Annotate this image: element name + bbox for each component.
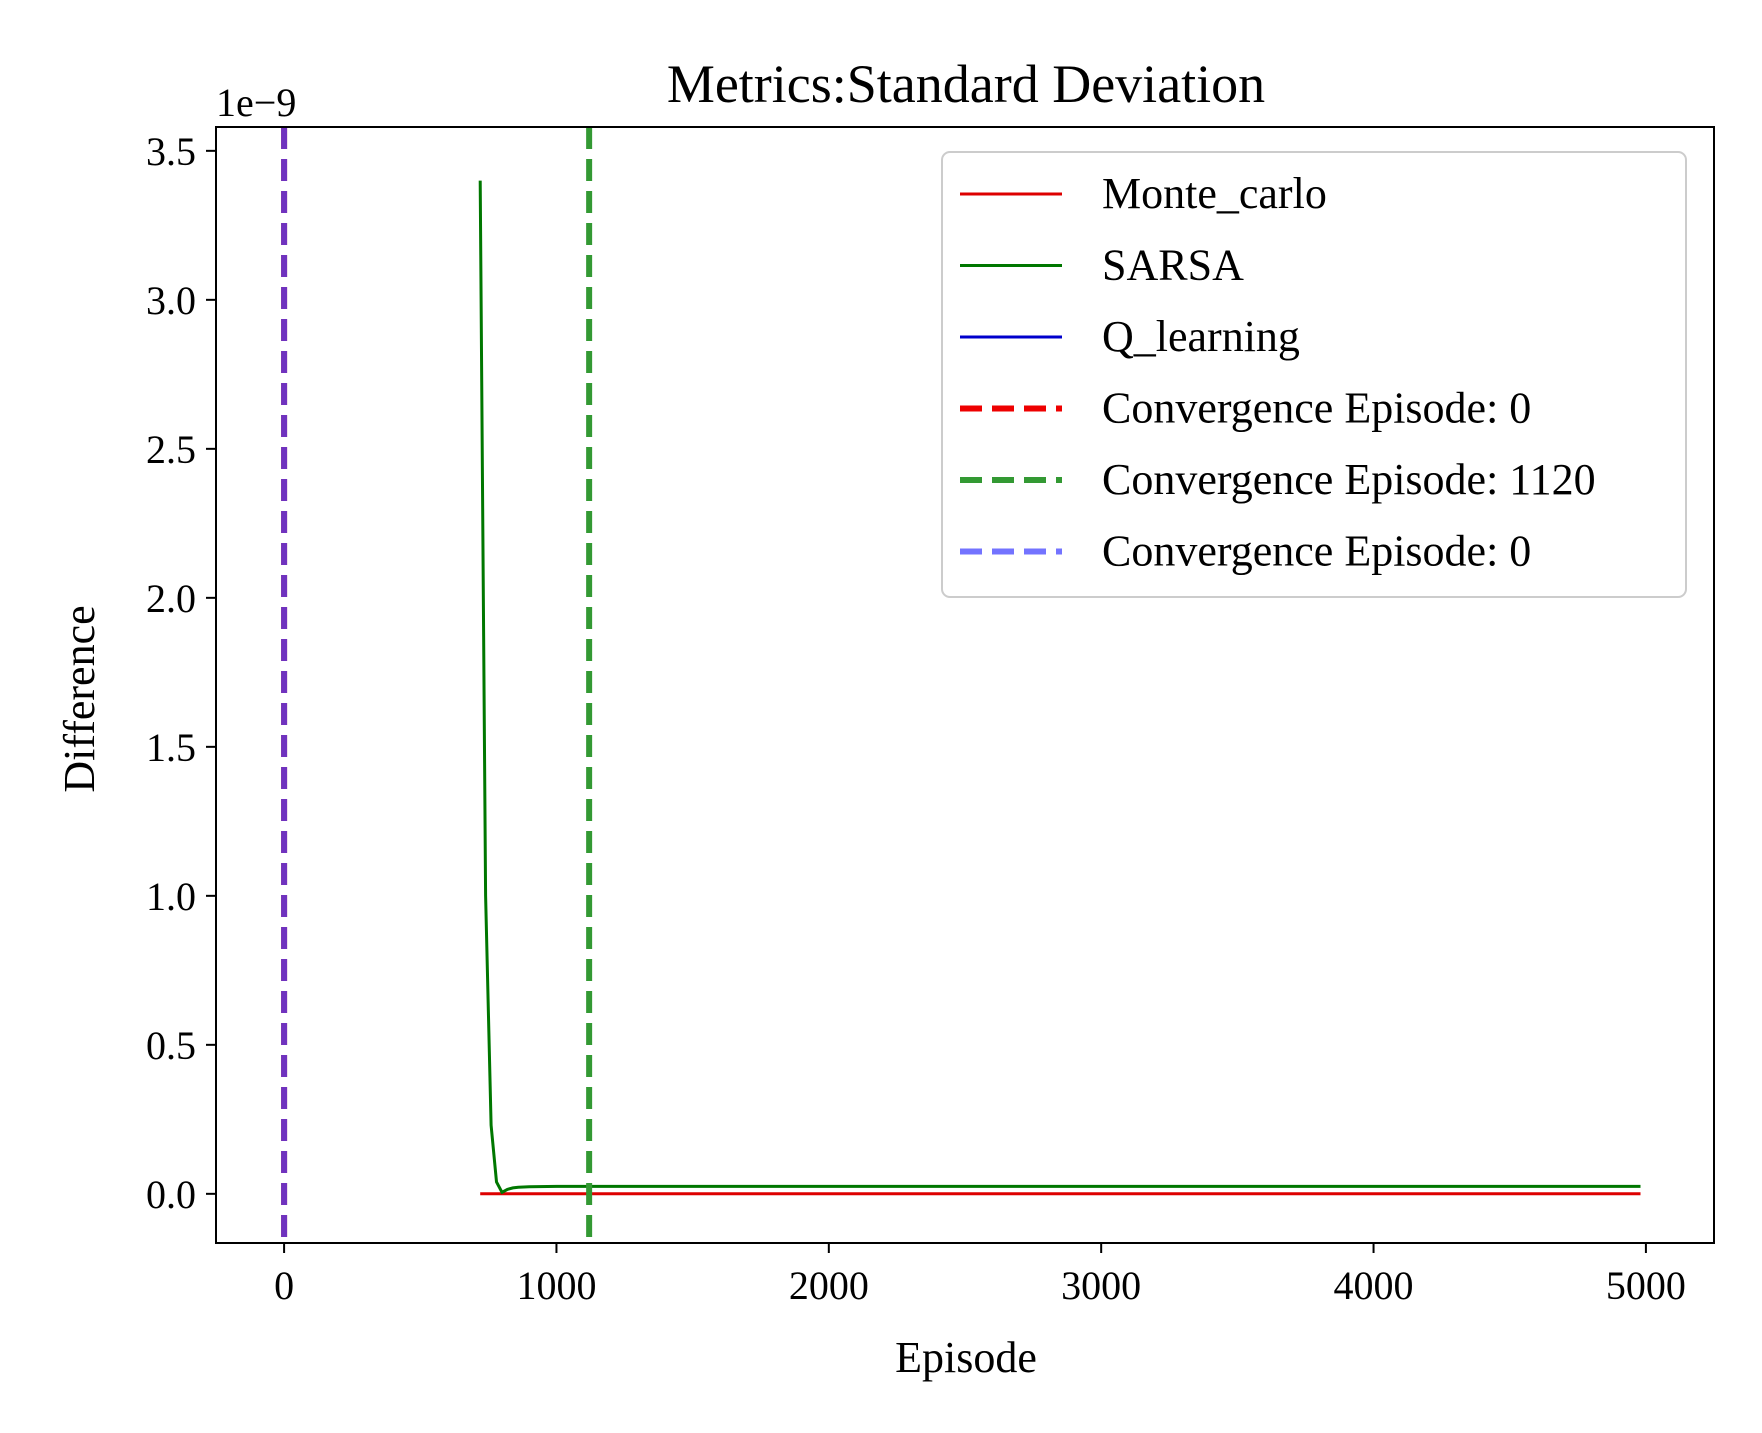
x-tick-label: 0 (274, 1263, 294, 1308)
y-tick-label: 3.0 (146, 278, 196, 323)
y-tick-label: 0.5 (146, 1023, 196, 1068)
y-axis: 0.0 0.5 1.0 1.5 2.0 2.5 3.0 3.5 (146, 129, 216, 1217)
y-tick-label: 1.0 (146, 874, 196, 919)
legend-label: Q_learning (1102, 312, 1300, 361)
legend: Monte_carlo SARSA Q_learning Convergence Ep… (941, 151, 1687, 598)
y-tick-label: 3.5 (146, 129, 196, 174)
legend-label: Monte_carlo (1102, 169, 1327, 218)
x-tick-label: 5000 (1606, 1263, 1686, 1308)
y-tick-label: 2.5 (146, 427, 196, 472)
chart-title: Metrics:Standard Deviation (667, 54, 1265, 114)
legend-box (941, 151, 1687, 598)
x-tick-label: 4000 (1334, 1263, 1414, 1308)
y-axis-label: Difference (55, 605, 104, 792)
legend-label: Convergence Episode: 1120 (1102, 455, 1596, 504)
x-tick-label: 1000 (516, 1263, 596, 1308)
plot-area (281, 127, 1641, 1243)
x-tick-label: 2000 (789, 1263, 869, 1308)
x-axis-label: Episode (895, 1333, 1037, 1382)
y-tick-label: 2.0 (146, 576, 196, 621)
legend-label: Convergence Episode: 0 (1102, 527, 1531, 576)
y-tick-label: 1.5 (146, 725, 196, 770)
x-tick-label: 3000 (1061, 1263, 1141, 1308)
plot-frame (215, 126, 1715, 1244)
legend-label: Convergence Episode: 0 (1102, 384, 1531, 433)
y-tick-label: 0.0 (146, 1172, 196, 1217)
legend-label: SARSA (1102, 241, 1244, 290)
series-line-sarsa (478, 180, 1641, 1195)
y-offset-label: 1e−9 (216, 80, 296, 125)
x-axis: 0 1000 2000 3000 4000 5000 (274, 1243, 1686, 1308)
